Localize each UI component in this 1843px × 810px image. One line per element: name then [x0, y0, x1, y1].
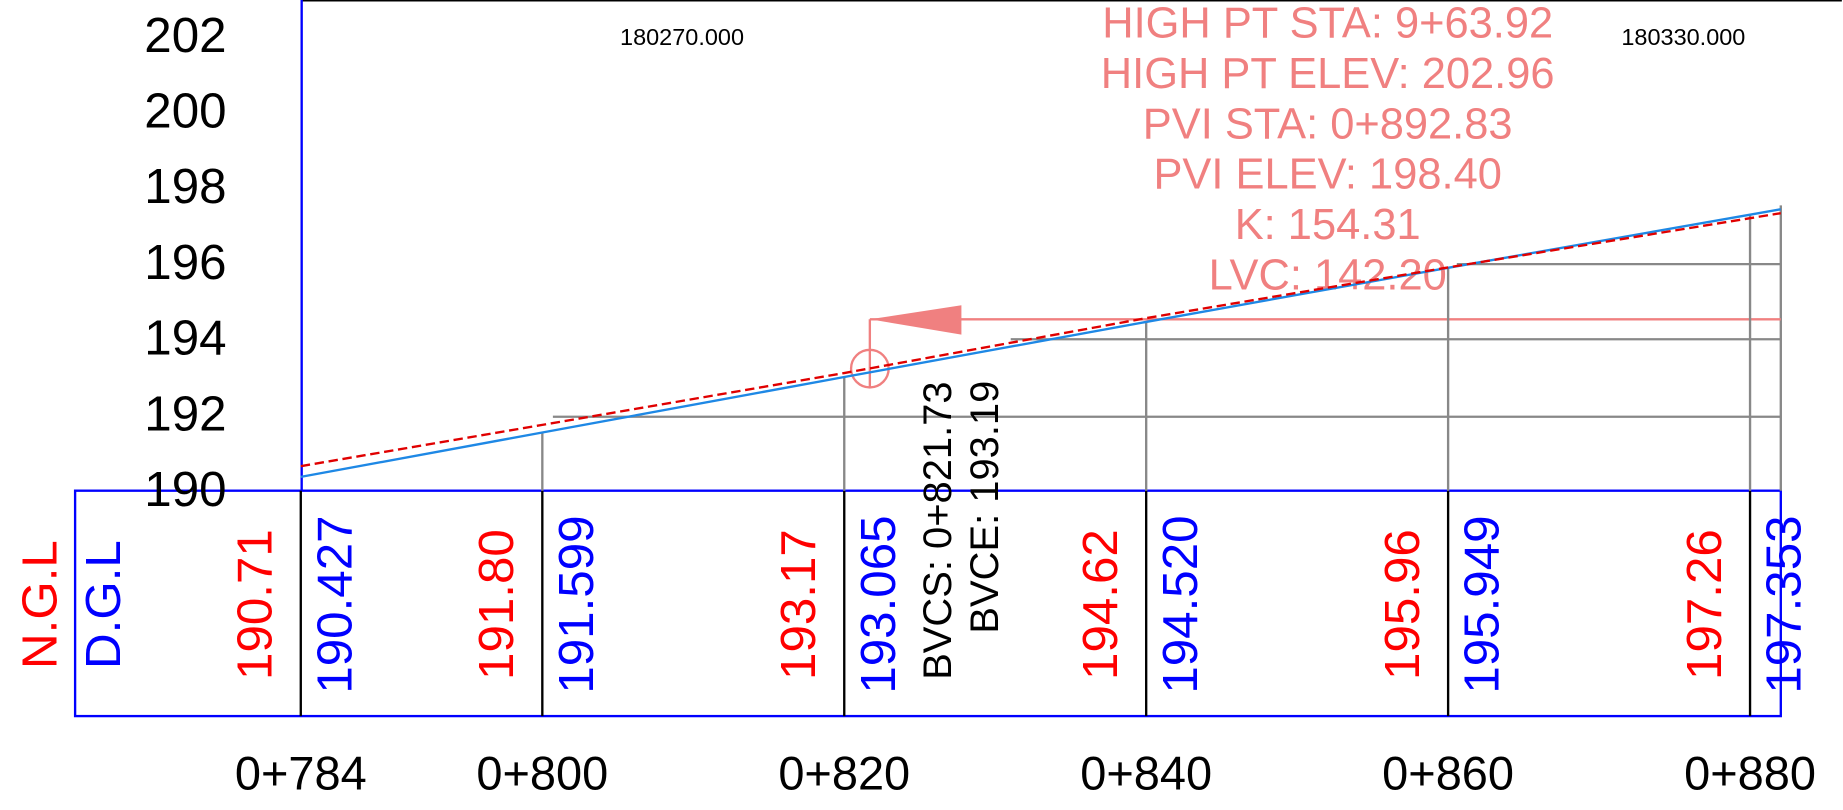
station-label: 0+880: [1684, 747, 1816, 800]
elevation-label: 198: [144, 159, 226, 214]
station-label: 0+840: [1080, 747, 1212, 800]
curve-info: PVI STA: 0+892.83: [1143, 100, 1513, 148]
coordinate-label: 180270.000: [620, 24, 744, 50]
dgl-value: 195.949: [1455, 515, 1510, 693]
bvc-label: BVCS: 0+821.73: [916, 381, 960, 679]
ngl-value: 190.71: [228, 529, 283, 680]
dgl-value: 193.065: [851, 515, 906, 693]
dgl-value: 190.427: [307, 515, 362, 693]
curve-info: HIGH PT ELEV: 202.96: [1101, 50, 1555, 98]
elevation-label: 190: [144, 462, 226, 517]
row-label: D.G.L: [76, 540, 131, 669]
data-table: [73, 489, 1782, 718]
dgl-value: 191.599: [549, 515, 604, 693]
dgl-value: 194.520: [1153, 515, 1208, 693]
coordinate-label: 180330.000: [1621, 24, 1745, 50]
station-label: 0+784: [235, 747, 367, 800]
ngl-value: 191.80: [469, 529, 524, 680]
ngl-value: 195.96: [1375, 529, 1430, 680]
bvc-label: BVCE: 193.19: [963, 381, 1007, 634]
elevation-label: 196: [144, 235, 226, 290]
ngl-value: 194.62: [1073, 529, 1128, 680]
station-label: 0+820: [778, 747, 910, 800]
curve-info: LVC: 142.20: [1209, 252, 1447, 300]
dgl-value: 197.353: [1757, 515, 1812, 693]
ngl-value: 193.17: [771, 529, 826, 680]
elevation-label: 194: [144, 311, 226, 366]
elevation-label: 200: [144, 83, 226, 138]
curve-info: HIGH PT STA: 9+63.92: [1102, 0, 1553, 47]
elevation-label: 202: [144, 8, 226, 63]
curve-info: K: 154.31: [1235, 201, 1421, 249]
station-label: 0+860: [1382, 747, 1514, 800]
curve-info: PVI ELEV: 198.40: [1153, 151, 1501, 199]
pvi-arrow: [869, 305, 962, 335]
ground-line: [300, 212, 1781, 468]
station-label: 0+800: [476, 747, 608, 800]
ngl-value: 197.26: [1677, 529, 1732, 680]
row-label: N.G.L: [12, 540, 67, 669]
elevation-label: 192: [144, 386, 226, 441]
design-line: [300, 208, 1782, 479]
